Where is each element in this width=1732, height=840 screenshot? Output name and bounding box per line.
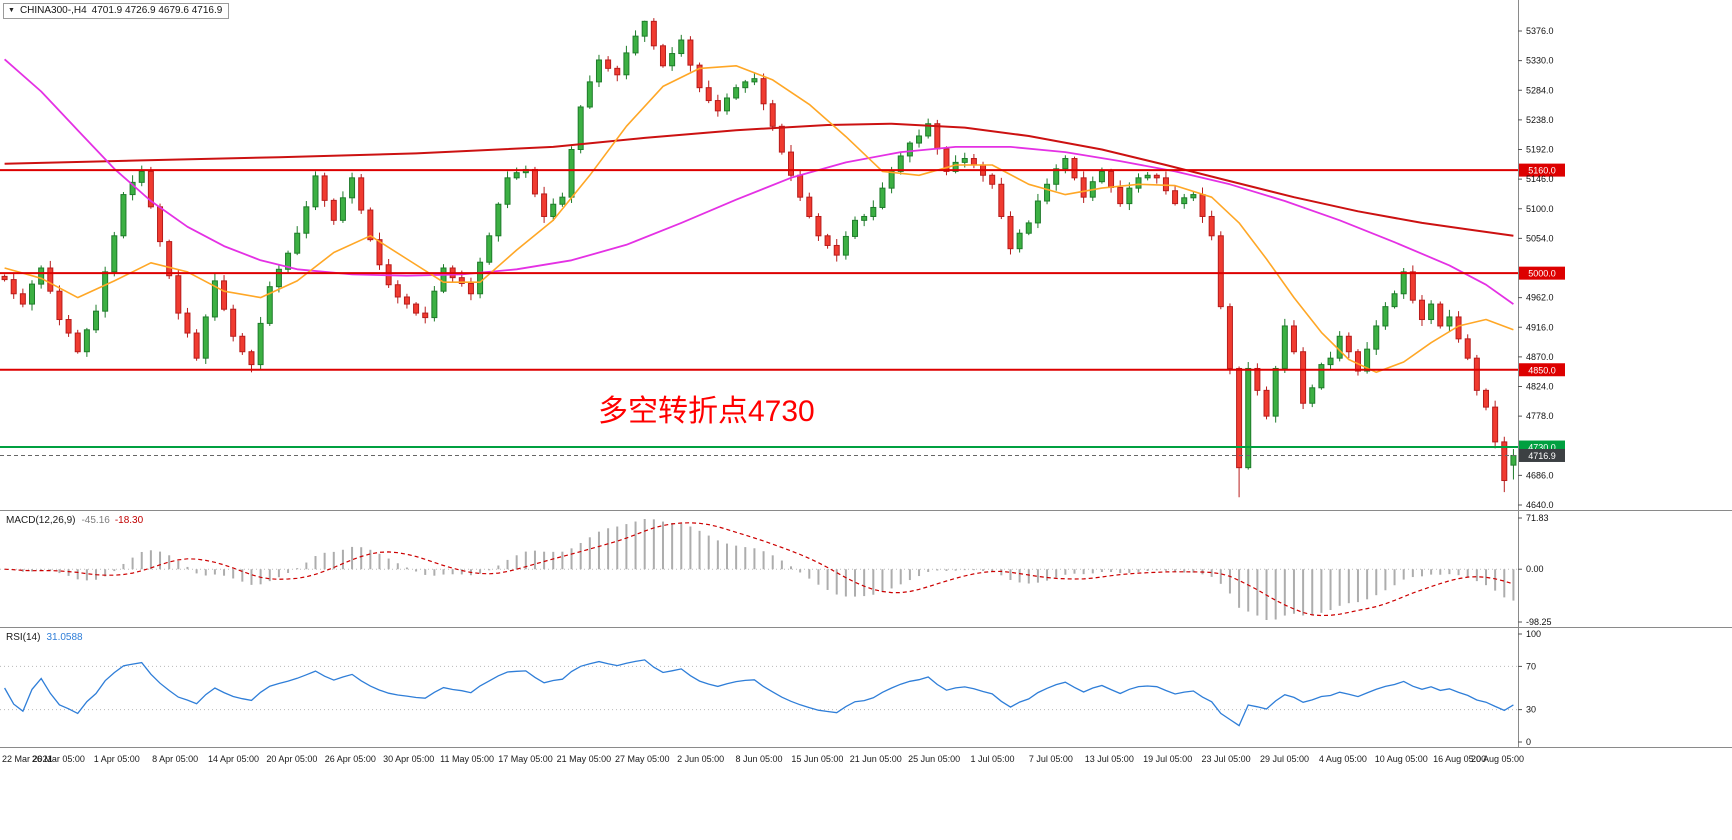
svg-text:29 Jul 05:00: 29 Jul 05:00 [1260,754,1309,764]
svg-text:5160.0: 5160.0 [1528,166,1556,176]
svg-text:14 Apr 05:00: 14 Apr 05:00 [208,754,259,764]
svg-text:5330.0: 5330.0 [1526,56,1554,66]
ma-long-magenta [4,58,1514,305]
svg-text:30 Apr 05:00: 30 Apr 05:00 [383,754,434,764]
svg-text:0: 0 [1526,737,1531,747]
svg-text:8 Jun 05:00: 8 Jun 05:00 [735,754,782,764]
svg-text:11 May 05:00: 11 May 05:00 [440,754,494,764]
svg-text:8 Apr 05:00: 8 Apr 05:00 [152,754,198,764]
svg-text:5146.0: 5146.0 [1526,174,1554,184]
svg-text:26 Mar 05:00: 26 Mar 05:00 [32,754,85,764]
svg-text:13 Jul 05:00: 13 Jul 05:00 [1085,754,1134,764]
svg-text:2 Jun 05:00: 2 Jun 05:00 [677,754,724,764]
macd-panel[interactable]: 71.83 0.00 -98.25 [0,513,1552,627]
svg-text:1 Jul 05:00: 1 Jul 05:00 [971,754,1015,764]
svg-text:4850.0: 4850.0 [1528,365,1556,375]
svg-text:22 Mar 2021: 22 Mar 2021 [2,754,53,764]
main-chart[interactable] [0,18,1518,498]
svg-text:21 May 05:00: 21 May 05:00 [557,754,612,764]
macd-name: MACD(12,26,9) [6,515,76,526]
symbol-timeframe: CHINA300-,H4 [19,5,87,16]
svg-text:20 Aug 05:00: 20 Aug 05:00 [1471,754,1524,764]
svg-text:5192.0: 5192.0 [1526,145,1554,155]
svg-text:27 May 05:00: 27 May 05:00 [615,754,670,764]
ohlc-readout: 4701.9 4726.9 4679.6 4716.9 [91,5,223,16]
macd-signal-line [4,522,1514,617]
panel-separators [0,0,1732,748]
dropdown-triangle-icon: ▼ [8,7,15,14]
svg-text:26 Apr 05:00: 26 Apr 05:00 [325,754,376,764]
svg-text:7 Jul 05:00: 7 Jul 05:00 [1029,754,1073,764]
svg-text:20 Apr 05:00: 20 Apr 05:00 [266,754,317,764]
svg-text:4 Aug 05:00: 4 Aug 05:00 [1319,754,1367,764]
svg-text:5100.0: 5100.0 [1526,204,1554,214]
svg-text:16 Aug 05:00: 16 Aug 05:00 [1433,754,1486,764]
ma-slow-red [4,122,1514,237]
svg-text:5284.0: 5284.0 [1526,85,1554,95]
svg-text:4640.0: 4640.0 [1526,500,1554,510]
svg-text:4962.0: 4962.0 [1526,293,1554,303]
svg-text:23 Jul 05:00: 23 Jul 05:00 [1202,754,1251,764]
macd-signal-value: -18.30 [114,515,144,526]
chart-annotation-text: 多空转折点4730 [598,395,815,428]
svg-text:4870.0: 4870.0 [1526,352,1554,362]
svg-text:-98.25: -98.25 [1526,617,1552,627]
svg-text:4730.0: 4730.0 [1528,443,1556,453]
symbol-ohlc-box[interactable]: ▼ CHINA300-,H4 4701.9 4726.9 4679.6 4716… [3,3,230,19]
svg-text:5054.0: 5054.0 [1526,233,1554,243]
price-badge [1519,163,1565,177]
svg-text:71.83: 71.83 [1526,513,1549,523]
rsi-line [4,659,1514,727]
svg-text:21 Jun 05:00: 21 Jun 05:00 [850,754,902,764]
rsi-value: 31.0588 [46,632,83,643]
svg-text:1 Apr 05:00: 1 Apr 05:00 [94,754,140,764]
price-badge [1519,266,1565,280]
svg-text:5000.0: 5000.0 [1528,269,1556,279]
svg-text:17 May 05:00: 17 May 05:00 [498,754,553,764]
svg-text:15 Jun 05:00: 15 Jun 05:00 [791,754,843,764]
svg-text:100: 100 [1526,629,1541,639]
svg-text:4824.0: 4824.0 [1526,382,1554,392]
rsi-label: RSI(14) 31.0588 [6,632,83,643]
svg-text:4686.0: 4686.0 [1526,470,1554,480]
svg-text:5376.0: 5376.0 [1526,26,1554,36]
rsi-name: RSI(14) [6,632,41,643]
svg-text:25 Jun 05:00: 25 Jun 05:00 [908,754,960,764]
svg-text:19 Jul 05:00: 19 Jul 05:00 [1143,754,1192,764]
svg-text:5238.0: 5238.0 [1526,115,1554,125]
svg-text:10 Aug 05:00: 10 Aug 05:00 [1375,754,1428,764]
svg-text:4916.0: 4916.0 [1526,322,1554,332]
svg-text:70: 70 [1526,661,1536,671]
macd-main-value: -45.16 [81,515,110,526]
price-badge [1519,448,1565,462]
rsi-panel[interactable]: 100 70 30 0 [0,629,1541,747]
price-chart-canvas[interactable]: 71.83 0.00 -98.25 100 70 30 0 5160.0 5000.0 4850.… [0,0,1732,800]
svg-text:30: 30 [1526,705,1536,715]
macd-label: MACD(12,26,9) -45.16 -18.30 [6,515,143,526]
ma-fast-orange [4,65,1514,374]
svg-text:0.00: 0.00 [1526,564,1544,574]
price-badge [1519,363,1565,377]
svg-text:4716.9: 4716.9 [1528,451,1556,461]
svg-text:4778.0: 4778.0 [1526,411,1554,421]
